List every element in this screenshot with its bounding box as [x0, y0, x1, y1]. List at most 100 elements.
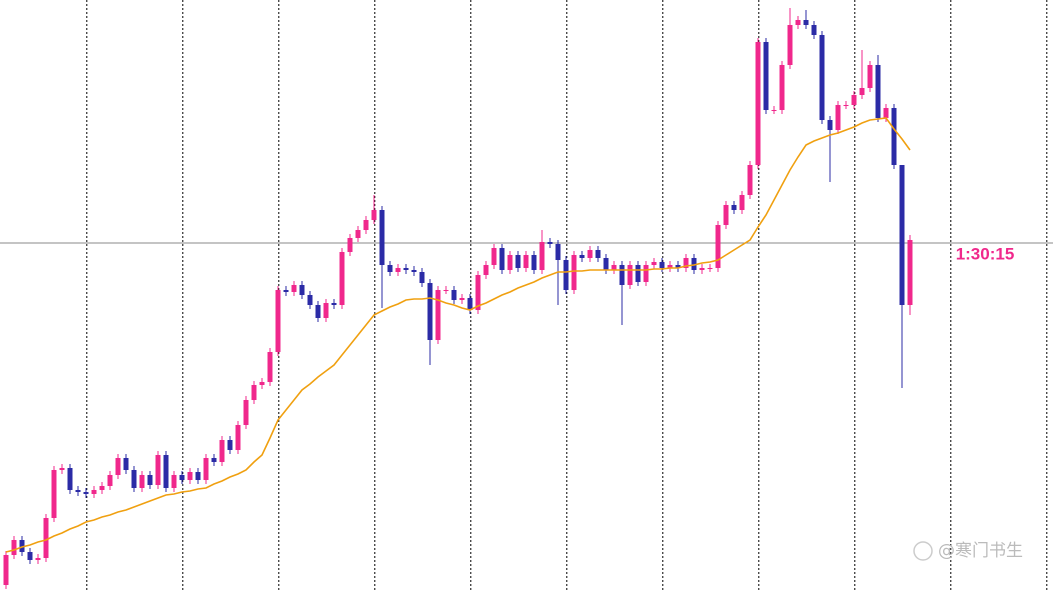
candle-body — [331, 303, 337, 305]
candle-body — [907, 240, 913, 305]
candle-body — [195, 472, 201, 480]
candle-body — [251, 385, 257, 400]
candle-body — [579, 255, 585, 258]
candle-body — [483, 265, 489, 275]
candle-body — [67, 468, 73, 490]
candle-body — [75, 490, 81, 492]
countdown-label: 1:30:15 — [956, 244, 1015, 263]
candle-body — [827, 120, 833, 130]
candle-body — [171, 475, 177, 488]
candle-body — [363, 220, 369, 230]
candle-body — [243, 400, 249, 425]
candle-body — [787, 25, 793, 65]
candle-body — [699, 268, 705, 270]
candle-body — [563, 260, 569, 290]
candle-body — [211, 458, 217, 462]
candle-body — [763, 42, 769, 110]
candle-body — [3, 555, 9, 585]
candle-body — [131, 470, 137, 488]
candle-body — [51, 470, 57, 518]
plot-area — [3, 8, 913, 589]
candle-body — [355, 230, 361, 238]
candle-body — [451, 290, 457, 300]
candle-body — [747, 165, 753, 195]
candle-body — [443, 290, 449, 291]
candle-body — [531, 255, 537, 270]
candle-body — [883, 108, 889, 118]
candle-body — [291, 285, 297, 292]
candle-body — [739, 195, 745, 210]
candle-body — [843, 105, 849, 106]
candle-body — [675, 265, 681, 268]
candle-body — [379, 210, 385, 265]
candle-body — [523, 255, 529, 268]
candle-body — [619, 265, 625, 285]
candle-body — [219, 440, 225, 462]
candle-body — [659, 262, 665, 268]
candle-body — [723, 205, 729, 225]
candle-body — [371, 210, 377, 220]
candle-body — [571, 255, 577, 290]
candle-body — [107, 475, 113, 486]
candle-body — [203, 458, 209, 480]
candle-body — [819, 35, 825, 120]
candle-body — [707, 268, 713, 269]
candle-body — [275, 290, 281, 352]
candle-body — [91, 490, 97, 494]
candle-body — [779, 65, 785, 110]
candle-body — [515, 255, 521, 268]
candle-body — [683, 258, 689, 268]
candle-body — [835, 105, 841, 130]
candle-body — [419, 272, 425, 283]
candle-body — [851, 95, 857, 105]
candle-body — [387, 265, 393, 272]
candle-body — [155, 455, 161, 485]
candle-body — [411, 270, 417, 272]
candle-body — [99, 486, 105, 490]
candle-body — [603, 258, 609, 270]
candle-body — [811, 25, 817, 35]
candle-body — [795, 20, 801, 25]
candle-body — [11, 540, 17, 555]
candle-body — [187, 472, 193, 480]
candle-body — [259, 382, 265, 385]
candle-body — [299, 285, 305, 295]
candle-body — [771, 110, 777, 111]
candle-body — [395, 268, 401, 272]
candle-body — [179, 475, 185, 480]
candle-body — [403, 268, 409, 270]
watermark-icon — [913, 541, 933, 561]
candle-body — [507, 255, 513, 270]
candle-body — [867, 65, 873, 88]
candle-body — [891, 108, 897, 165]
candle-body — [467, 298, 473, 310]
candle-body — [83, 492, 89, 494]
candle-body — [43, 518, 49, 558]
candle-body — [27, 552, 33, 560]
candle-body — [691, 258, 697, 270]
candle-body — [547, 242, 553, 244]
moving-average-line — [5, 117, 911, 553]
candle-body — [643, 265, 649, 282]
candle-body — [59, 468, 65, 470]
candle-body — [651, 262, 657, 265]
candle-body — [491, 248, 497, 265]
candle-body — [347, 238, 353, 252]
candle-body — [19, 540, 25, 552]
candle-body — [875, 65, 881, 118]
candle-body — [667, 265, 673, 268]
candle-body — [539, 242, 545, 270]
candle-body — [803, 20, 809, 25]
candle-body — [283, 290, 289, 292]
candle-body — [611, 265, 617, 270]
candle-body — [499, 248, 505, 270]
candle-body — [147, 475, 153, 485]
candle-body — [587, 250, 593, 258]
candle-body — [595, 250, 601, 258]
candle-body — [715, 225, 721, 268]
watermark: @寒门书生 — [938, 541, 1023, 561]
candle-body — [315, 305, 321, 318]
